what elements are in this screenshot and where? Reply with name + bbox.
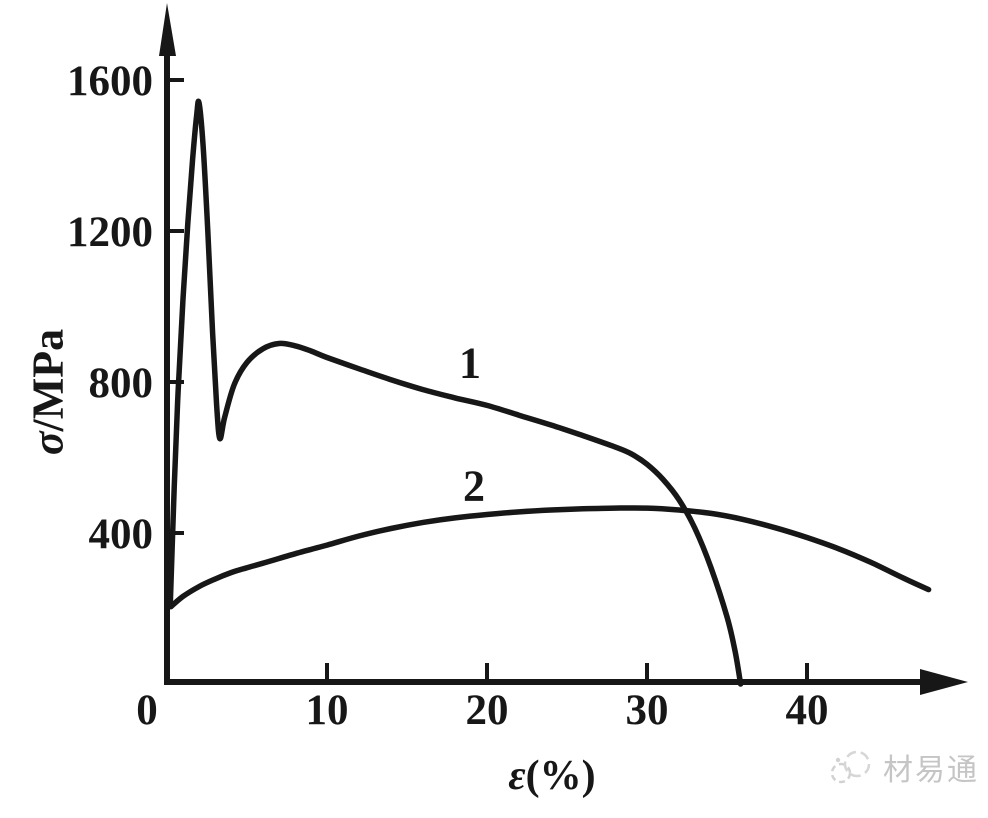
sigma-symbol: σ: [23, 431, 73, 456]
x-axis-arrow-icon: [920, 669, 968, 695]
epsilon-symbol: ε: [508, 753, 526, 799]
y-tick-label: 400: [89, 511, 154, 558]
y-tick-label: 800: [89, 360, 154, 407]
y-axis-arrow-icon: [159, 3, 176, 56]
y-axis-unit: /MPa: [23, 328, 73, 432]
curve-1: [167, 98, 744, 687]
x-tick-label: 40: [786, 687, 829, 734]
x-axis-title: ε(%): [508, 752, 595, 800]
watermark: 材易通: [826, 744, 979, 790]
curve-2: [168, 505, 932, 610]
x-tick-label: 20: [466, 687, 509, 734]
y-axis-title: σ/MPa: [23, 329, 74, 455]
x-tick-label: 10: [306, 687, 349, 734]
curve-1-label: 1: [459, 338, 481, 388]
curve-2-label: 2: [463, 461, 485, 511]
y-tick-label: 1200: [67, 209, 153, 256]
watermark-text: 材易通: [883, 753, 979, 788]
y-tick-label: 1600: [67, 58, 153, 105]
x-axis-unit: (%): [525, 753, 596, 799]
x-tick-label: 0: [136, 687, 158, 734]
x-tick-label: 30: [626, 687, 669, 734]
watermark-logo-icon: [830, 750, 871, 784]
